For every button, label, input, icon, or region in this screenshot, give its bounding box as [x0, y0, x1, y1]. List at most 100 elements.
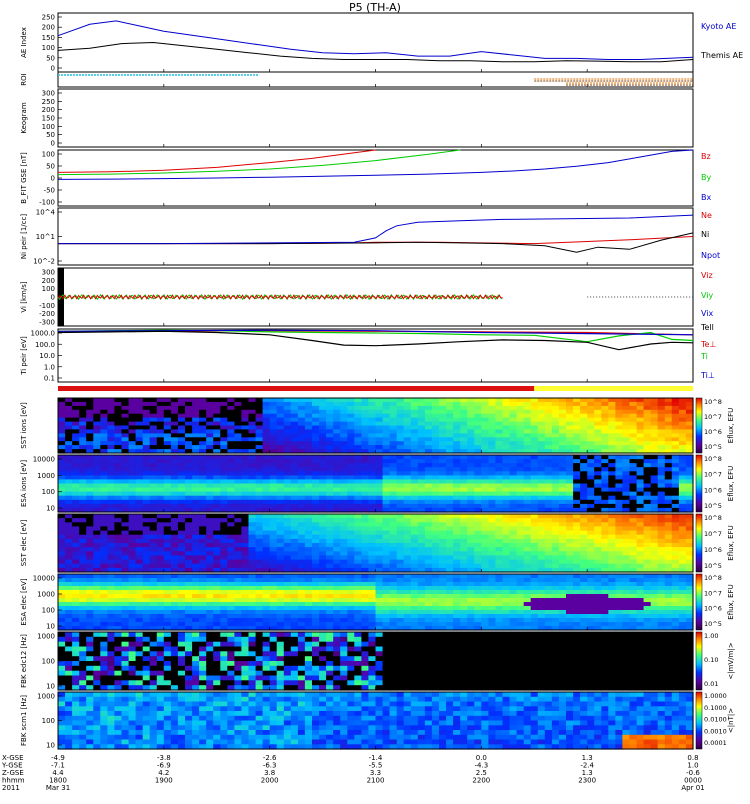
- sst-elec-cell: [333, 526, 341, 531]
- esa-ion-cell: [404, 471, 412, 476]
- sst-ion-cell: [241, 398, 249, 403]
- esa-ion-cell: [100, 459, 108, 464]
- esa-ion-cell: [679, 475, 687, 480]
- esa-ion-cell: [326, 484, 334, 489]
- esa-ion-cell: [72, 463, 80, 468]
- esa-elec-cell: [114, 614, 122, 619]
- esa-ion-cell: [100, 484, 108, 489]
- sst-ion-cell: [326, 441, 334, 446]
- sst-elec-cell: [58, 543, 66, 548]
- sst-elec-cell: [284, 560, 292, 565]
- esa-elec-cell: [439, 602, 447, 607]
- sst-elec-cell: [199, 514, 207, 519]
- esa-ion-cell: [524, 492, 532, 497]
- sst-ion-cell: [256, 410, 264, 415]
- esa-ion-cell: [397, 471, 405, 476]
- esa-ion-cell: [425, 500, 433, 505]
- sst-elec-cell: [679, 535, 687, 540]
- sst-elec-cell: [524, 535, 532, 540]
- esa-ion-cell: [503, 467, 511, 472]
- esa-ion-cell: [114, 484, 122, 489]
- esa-ion-cell: [594, 504, 602, 509]
- esa-ion-cell: [114, 475, 122, 480]
- sst-elec-cell: [171, 543, 179, 548]
- esa-elec-cell: [467, 602, 475, 607]
- esa-ion-cell: [460, 500, 468, 505]
- sst-ion-cell: [319, 406, 327, 411]
- esa-elec-cell: [122, 578, 130, 583]
- esa-ion-cell: [411, 496, 419, 501]
- esa-ion-cell: [510, 459, 518, 464]
- sst-elec-cell: [270, 522, 278, 527]
- esa-ion-cell: [383, 463, 391, 468]
- esa-ion-cell: [510, 467, 518, 472]
- sst-elec-cell: [79, 555, 87, 560]
- esa-elec-cell: [503, 618, 511, 623]
- esa-elec-cell: [79, 614, 87, 619]
- esa-ion-cell: [199, 471, 207, 476]
- sst-ion-cell: [213, 398, 221, 403]
- esa-ion-cell: [65, 459, 73, 464]
- esa-elec-cell: [453, 574, 461, 579]
- esa-ion-cell: [277, 496, 285, 501]
- esa-elec-cell: [305, 594, 313, 599]
- sst-ion-cell: [199, 418, 207, 423]
- sst-elec-cell: [249, 531, 257, 536]
- esa-ion-cell: [136, 484, 144, 489]
- sst-ion-cell: [432, 402, 440, 407]
- esa-ion-cell: [481, 504, 489, 509]
- sst-ion-cell: [376, 414, 384, 419]
- sst-elec-cell: [213, 564, 221, 569]
- esa-elec-cell: [93, 598, 101, 603]
- sst-ion-cell: [347, 429, 355, 434]
- sst-elec-cell: [220, 526, 228, 531]
- esa-elec-cell: [524, 578, 532, 583]
- sst-ion-cell: [270, 441, 278, 446]
- sst-ion-cell: [213, 414, 221, 419]
- esa-elec-cell: [524, 602, 532, 607]
- esa-elec-cell: [100, 578, 108, 583]
- sst-ion-cell: [206, 422, 214, 427]
- sst-ion-cell: [305, 437, 313, 442]
- esa-ion-cell: [439, 455, 447, 460]
- esa-elec-cell: [474, 614, 482, 619]
- sst-ion-cell: [460, 402, 468, 407]
- sst-elec-cell: [178, 514, 186, 519]
- sst-elec-cell: [495, 539, 503, 544]
- sst-elec-cell: [651, 526, 659, 531]
- esa-ion-cell: [495, 504, 503, 509]
- esa-elec-cell: [517, 610, 525, 615]
- sst-elec-cell: [566, 535, 574, 540]
- sst-elec-cell: [199, 564, 207, 569]
- esa-ion-cell: [368, 455, 376, 460]
- sst-elec-cell: [86, 564, 94, 569]
- sst-elec-cell: [432, 543, 440, 548]
- sst-ion-cell: [326, 426, 334, 431]
- esa-ion-cell: [651, 496, 659, 501]
- esa-ion-cell: [608, 492, 616, 497]
- sst-elec-cell: [538, 560, 546, 565]
- sst-ion-cell: [368, 414, 376, 419]
- esa-elec-cell: [439, 606, 447, 611]
- esa-elec-cell: [488, 578, 496, 583]
- sst-ion-cell: [411, 441, 419, 446]
- ae-tick-label: 0: [51, 65, 55, 73]
- sst-elec-cell: [277, 560, 285, 565]
- sst-ion-cell: [100, 433, 108, 438]
- sst-ion-cell: [686, 418, 694, 423]
- sst-ion-cell: [432, 426, 440, 431]
- sst-ion-cell: [474, 433, 482, 438]
- esa-ion-cell: [488, 492, 496, 497]
- esa-elec-cell: [241, 622, 249, 627]
- esa-ion-cell: [263, 459, 271, 464]
- sst-elec-cell: [291, 535, 299, 540]
- esa-ion-cell: [185, 463, 193, 468]
- sst-elec-cell: [580, 560, 588, 565]
- sst-ion-cell: [418, 437, 426, 442]
- sst-elec-cell: [460, 551, 468, 556]
- esa-elec-cell: [305, 610, 313, 615]
- esa-elec-cell: [72, 622, 80, 627]
- esa-ion-cell: [488, 455, 496, 460]
- sst-ion-cell: [284, 445, 292, 450]
- sst-elec-cell: [460, 547, 468, 552]
